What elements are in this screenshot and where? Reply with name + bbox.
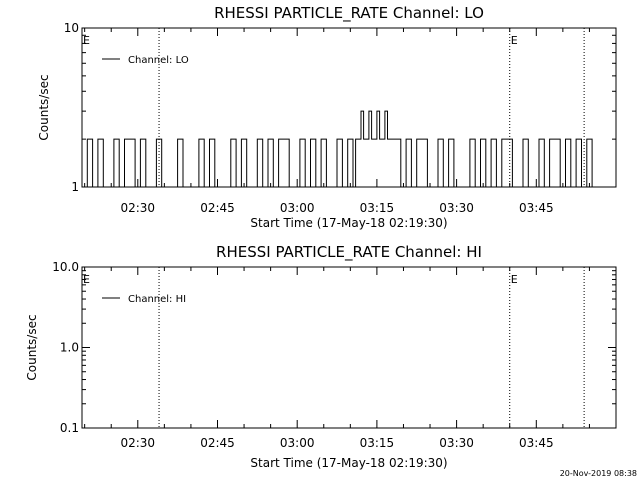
y-tick-label: 1.0 xyxy=(60,341,79,355)
x-tick-label: 03:45 xyxy=(519,436,554,450)
y-tick-label: 0.1 xyxy=(60,421,79,435)
x-axis-label: Start Time (17-May-18 02:19:30) xyxy=(250,216,447,230)
y-tick-label: 10 xyxy=(64,21,79,35)
event-marker: E xyxy=(511,34,518,47)
x-axis-label: Start Time (17-May-18 02:19:30) xyxy=(250,456,447,470)
y-tick-label: 1 xyxy=(71,180,79,194)
x-tick-label: 02:45 xyxy=(200,201,235,215)
plot-frame xyxy=(81,266,617,429)
series-line xyxy=(82,110,616,188)
event-marker: E xyxy=(83,273,90,286)
x-tick-label: 02:45 xyxy=(200,436,235,450)
y-axis-label: Counts/sec xyxy=(25,314,39,380)
chart-title: RHESSI PARTICLE_RATE Channel: HI xyxy=(216,243,482,262)
chart-title: RHESSI PARTICLE_RATE Channel: LO xyxy=(214,4,484,23)
y-axis-label: Counts/sec xyxy=(37,74,51,140)
event-marker: E xyxy=(511,273,518,286)
legend-entry: Channel: LO xyxy=(128,55,189,66)
x-tick-label: 02:30 xyxy=(120,436,155,450)
panel-lo: RHESSI PARTICLE_RATE Channel: LO Counts/s… xyxy=(37,4,617,230)
x-tick-label: 03:15 xyxy=(360,436,395,450)
x-tick-label: 03:15 xyxy=(360,201,395,215)
x-tick-label: 03:45 xyxy=(519,201,554,215)
panel-hi: RHESSI PARTICLE_RATE Channel: HI Counts/s… xyxy=(25,243,617,470)
x-tick-label: 02:30 xyxy=(120,201,155,215)
x-tick-label: 03:30 xyxy=(439,201,474,215)
event-marker: E xyxy=(83,34,90,47)
x-tick-label: 03:00 xyxy=(280,201,315,215)
plot-frame xyxy=(81,27,617,188)
x-tick-label: 03:00 xyxy=(280,436,315,450)
legend-entry: Channel: HI xyxy=(128,294,186,305)
footer-timestamp: 20-Nov-2019 08:38 xyxy=(560,469,637,478)
y-tick-label: 10.0 xyxy=(52,260,79,274)
x-tick-label: 03:30 xyxy=(439,436,474,450)
